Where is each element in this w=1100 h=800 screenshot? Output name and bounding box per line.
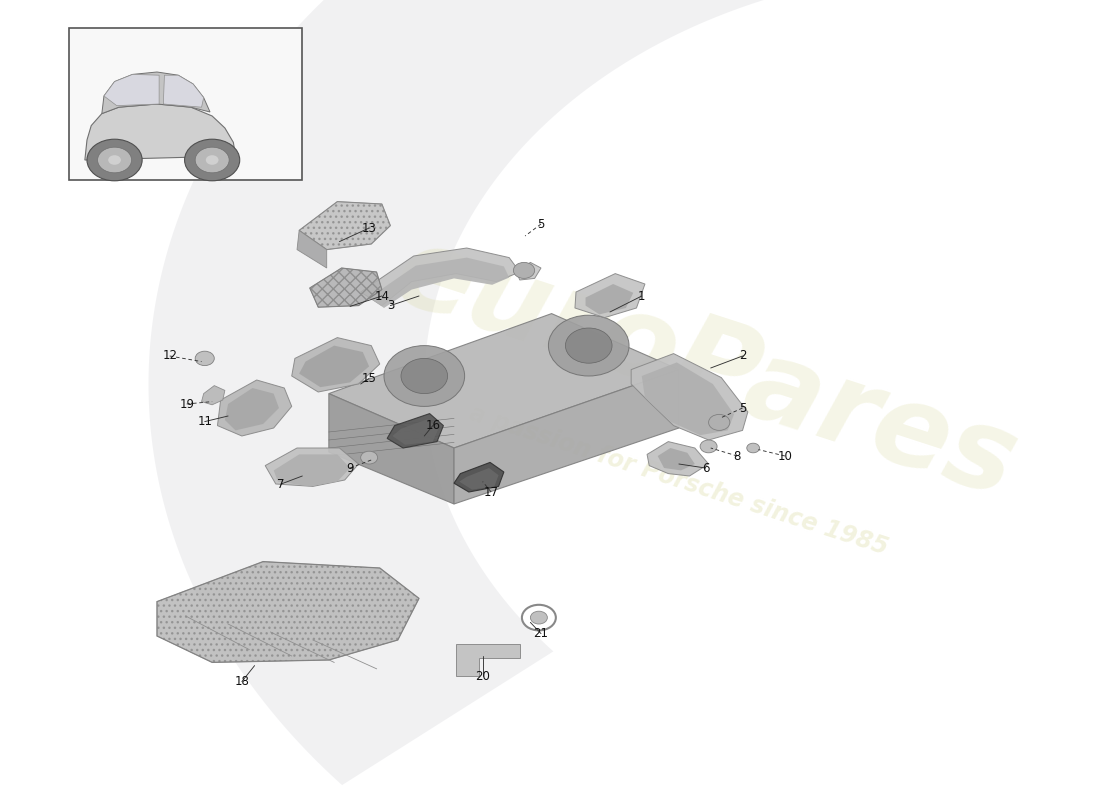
Circle shape <box>700 440 717 453</box>
Circle shape <box>87 139 142 181</box>
Circle shape <box>108 155 121 165</box>
Polygon shape <box>454 462 504 492</box>
Circle shape <box>185 139 240 181</box>
Circle shape <box>195 351 214 366</box>
Polygon shape <box>297 230 327 268</box>
Text: 12: 12 <box>162 350 177 362</box>
Text: 18: 18 <box>234 675 250 688</box>
Circle shape <box>384 346 464 406</box>
Polygon shape <box>218 380 292 436</box>
Polygon shape <box>274 454 350 486</box>
Polygon shape <box>299 202 390 250</box>
Text: 6: 6 <box>702 462 710 474</box>
Circle shape <box>361 451 377 464</box>
Polygon shape <box>201 386 224 405</box>
Polygon shape <box>157 562 419 662</box>
Polygon shape <box>387 414 443 448</box>
Text: a passion for Porsche since 1985: a passion for Porsche since 1985 <box>466 401 891 559</box>
Polygon shape <box>265 448 359 486</box>
Text: 2: 2 <box>739 350 746 362</box>
Circle shape <box>530 611 548 624</box>
Text: 10: 10 <box>778 450 792 462</box>
Circle shape <box>195 147 229 173</box>
Text: 11: 11 <box>197 415 212 428</box>
Text: euroPares: euroPares <box>381 215 1031 521</box>
Text: 7: 7 <box>277 478 285 490</box>
Polygon shape <box>329 314 679 448</box>
Text: 17: 17 <box>484 486 498 498</box>
Polygon shape <box>370 258 509 308</box>
Polygon shape <box>361 248 520 306</box>
Text: 5: 5 <box>739 402 746 414</box>
Text: 16: 16 <box>426 419 440 432</box>
Text: 20: 20 <box>475 670 491 682</box>
Text: 21: 21 <box>534 627 549 640</box>
Polygon shape <box>102 72 210 114</box>
Circle shape <box>514 262 535 278</box>
Polygon shape <box>658 448 695 470</box>
Text: 14: 14 <box>374 290 389 302</box>
Text: 5: 5 <box>537 218 544 230</box>
Polygon shape <box>641 362 734 435</box>
Text: 15: 15 <box>362 372 376 385</box>
Text: 9: 9 <box>346 462 354 474</box>
Circle shape <box>565 328 612 363</box>
Circle shape <box>98 147 132 173</box>
Polygon shape <box>148 0 880 785</box>
Polygon shape <box>454 370 679 504</box>
Polygon shape <box>329 394 454 504</box>
Polygon shape <box>224 388 279 430</box>
Polygon shape <box>164 75 204 107</box>
Polygon shape <box>517 262 541 280</box>
Polygon shape <box>299 346 370 387</box>
Polygon shape <box>460 468 498 490</box>
Polygon shape <box>310 268 382 307</box>
Polygon shape <box>631 354 748 440</box>
Text: 8: 8 <box>734 450 741 462</box>
Bar <box>69 28 302 180</box>
Polygon shape <box>104 74 160 106</box>
Polygon shape <box>575 274 645 318</box>
Text: 3: 3 <box>387 299 394 312</box>
Polygon shape <box>85 104 235 160</box>
Text: 19: 19 <box>179 398 195 410</box>
Circle shape <box>549 315 629 376</box>
Circle shape <box>206 155 219 165</box>
Text: 13: 13 <box>362 222 376 234</box>
Polygon shape <box>585 284 634 314</box>
Polygon shape <box>292 338 379 392</box>
Polygon shape <box>456 644 520 676</box>
Circle shape <box>747 443 759 453</box>
Circle shape <box>708 414 729 430</box>
Polygon shape <box>647 442 708 476</box>
Text: 1: 1 <box>638 290 646 302</box>
Circle shape <box>402 358 448 394</box>
Polygon shape <box>393 419 438 445</box>
